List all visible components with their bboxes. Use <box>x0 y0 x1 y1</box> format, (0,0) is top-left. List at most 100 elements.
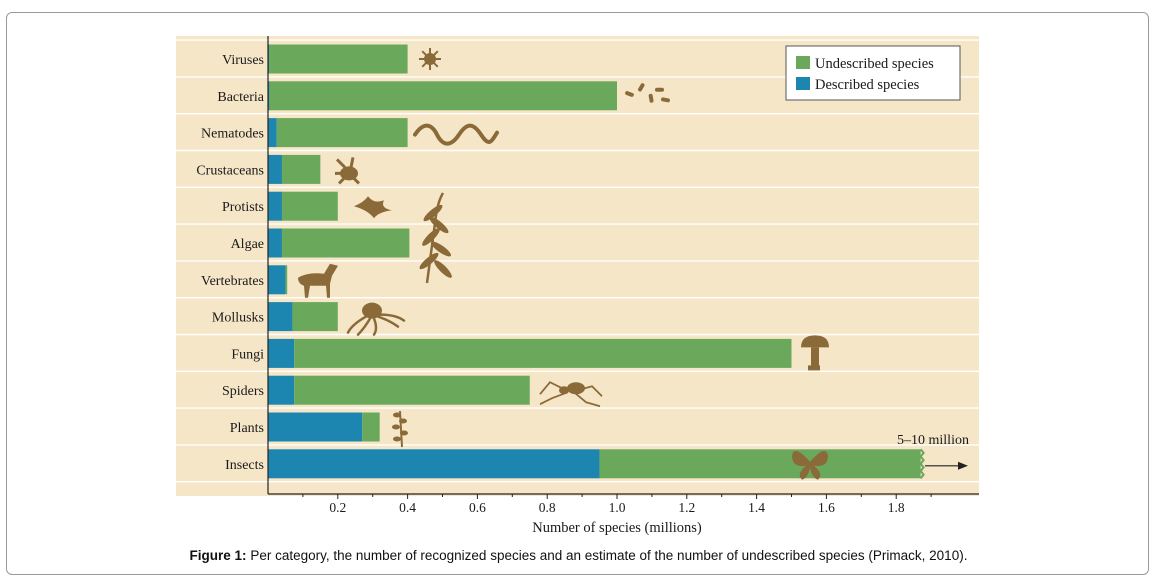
bar-undescribed-insects <box>599 449 921 479</box>
x-axis-title: Number of species (millions) <box>532 520 702 536</box>
bacteria-icon <box>625 83 670 103</box>
horse-body <box>298 263 338 298</box>
bars <box>268 44 925 479</box>
bar-described-protists <box>268 191 282 221</box>
bar-described-crustaceans <box>268 154 282 184</box>
category-label-algae: Algae <box>231 237 264 252</box>
bar-described-nematodes <box>268 118 277 148</box>
bar-undescribed-algae <box>281 228 410 258</box>
seaweed-leaf <box>429 216 449 234</box>
legend-swatch <box>796 56 810 69</box>
octopus-icon <box>346 302 406 336</box>
plant-leaf <box>400 430 408 436</box>
legend-swatch <box>796 77 810 90</box>
category-label-crustaceans: Crustaceans <box>196 163 264 178</box>
horse-icon <box>298 263 338 298</box>
plant-leaf <box>393 436 401 442</box>
bar-described-vertebrates <box>268 265 286 295</box>
x-tick-label: 0.6 <box>469 500 486 515</box>
x-tick-label: 1.2 <box>678 500 695 515</box>
plant-leaf <box>393 412 401 418</box>
legend: Undescribed species Described species <box>785 45 961 101</box>
annotation-arrow-head <box>958 461 968 470</box>
x-tick-label: 1.0 <box>609 500 626 515</box>
category-label-nematodes: Nematodes <box>201 127 264 142</box>
octopus-head <box>362 302 382 319</box>
plant-leaf <box>392 424 400 430</box>
category-labels: Viruses Bacteria Nematodes Crustaceans Proti… <box>196 53 264 473</box>
legend-entry: Described species <box>815 77 920 93</box>
butterfly-body <box>792 451 828 480</box>
species-bar-chart: Viruses Bacteria Nematodes Crustaceans Proti… <box>176 36 979 536</box>
virus-spike <box>429 50 439 60</box>
gridlines <box>176 39 979 483</box>
spider-abdomen <box>567 382 585 395</box>
bar-described-bacteria <box>268 81 270 111</box>
bar-undescribed-protists <box>281 191 338 221</box>
bar-undescribed-plants <box>362 412 380 442</box>
bacterium <box>648 93 654 103</box>
butterfly-icon <box>792 451 828 480</box>
mushroom-cap <box>801 335 829 348</box>
bar-undescribed-fungi <box>294 338 792 368</box>
seaweed-icon <box>419 192 452 284</box>
bar-undescribed-viruses <box>269 44 408 74</box>
bacterium <box>661 97 670 103</box>
seaweed-leaf <box>434 260 452 278</box>
legend-box <box>785 45 961 101</box>
virus-spike <box>421 58 431 68</box>
category-label-bacteria: Bacteria <box>217 90 264 105</box>
virus-spike <box>421 50 431 60</box>
annotations: 5–10 million <box>897 433 969 470</box>
category-label-protists: Protists <box>222 200 264 215</box>
bar-described-spiders <box>268 375 295 405</box>
insects-ragged-edge <box>919 448 925 479</box>
spider-legs <box>539 381 603 408</box>
x-tick-label: 1.6 <box>818 500 835 515</box>
bar-undescribed-bacteria <box>269 81 617 111</box>
x-tick-label: 1.4 <box>748 500 765 515</box>
x-tick-label: 0.2 <box>329 500 346 515</box>
category-label-mollusks: Mollusks <box>212 311 264 326</box>
worm-body <box>413 123 499 146</box>
x-tick-label: 0.8 <box>539 500 556 515</box>
crab-legs <box>335 157 361 185</box>
octopus-tentacles <box>346 313 406 336</box>
seaweed-leaf <box>430 241 452 257</box>
legend-entry: Undescribed species <box>815 56 934 72</box>
category-label-spiders: Spiders <box>222 384 264 399</box>
x-tick-label: 1.8 <box>888 500 905 515</box>
plant-stem <box>399 410 403 448</box>
bar-described-insects <box>268 449 600 479</box>
category-label-plants: Plants <box>230 421 264 436</box>
silhouettes <box>298 48 829 480</box>
bar-described-algae <box>268 228 282 258</box>
bar-undescribed-nematodes <box>276 118 408 148</box>
bar-undescribed-spiders <box>294 375 530 405</box>
virus-spike <box>429 58 439 68</box>
bar-undescribed-crustaceans <box>281 154 321 184</box>
mushroom-base <box>808 365 820 371</box>
seaweed-leaf <box>423 204 443 222</box>
protist-icon <box>354 196 392 219</box>
category-label-insects: Insects <box>225 458 264 473</box>
figure-caption: Figure 1: Per category, the number of re… <box>0 548 1157 563</box>
crab-icon <box>335 157 361 185</box>
bar-described-mollusks <box>268 302 293 332</box>
worm-icon <box>413 123 499 146</box>
virus-icon <box>419 48 441 70</box>
mushroom-stem <box>811 347 819 370</box>
spider-icon <box>539 381 603 408</box>
bacterium <box>638 83 645 92</box>
category-label-viruses: Viruses <box>222 53 264 68</box>
seaweed-leaf <box>422 228 440 246</box>
x-tick-label: 0.4 <box>399 500 416 515</box>
caption-label: Figure 1: <box>189 548 247 563</box>
bar-undescribed-mollusks <box>292 302 338 332</box>
caption-text: Per category, the number of recognized s… <box>246 548 968 563</box>
plant-sprig-icon <box>392 410 408 448</box>
protist-body <box>354 196 392 219</box>
x-axis: 0.2 0.4 0.6 0.8 1.0 1.2 1.4 1.6 1.8 Number of spe… <box>267 36 979 536</box>
annotation-label: 5–10 million <box>897 433 969 448</box>
seaweed-leaf <box>419 252 439 270</box>
